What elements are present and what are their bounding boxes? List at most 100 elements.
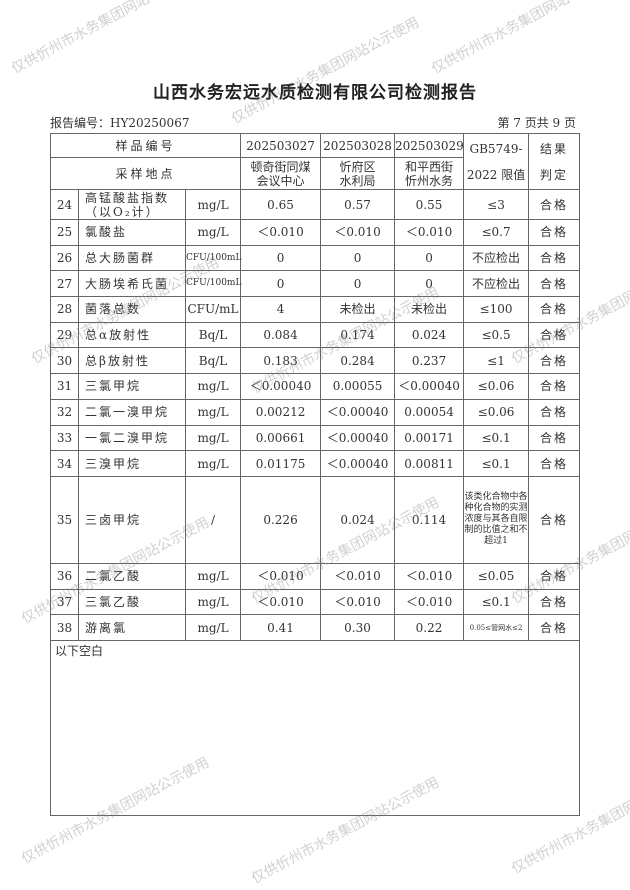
row-number: 24 <box>50 189 79 220</box>
item-name: 三卤甲烷 <box>78 475 186 564</box>
item-name: 二氯一溴甲烷 <box>78 398 186 426</box>
item-name: 高锰酸盐指数 （以O₂计） <box>78 189 186 220</box>
value: ＜0.00040 <box>320 398 396 426</box>
table-row: 31 三氯甲烷 mg/L ＜0.00040 0.00055 ＜0.00040 ≤0.06 合格 <box>50 373 581 400</box>
item-name: 总α放射性 <box>78 321 186 349</box>
value: ＜0.010 <box>394 562 465 590</box>
unit: mg/L <box>184 373 242 400</box>
limit: ≤0.7 <box>463 219 530 246</box>
value: 0 <box>240 270 322 298</box>
table-row: 37 三氯乙酸 mg/L ＜0.010 ＜0.010 ＜0.010 ≤0.1 合格 <box>50 588 581 616</box>
site-header: 采样地点 <box>49 157 242 190</box>
site-line: 顿奇街同煤 <box>250 159 311 174</box>
page-indicator: 第 7 页共 9 页 <box>497 116 576 130</box>
value: 0 <box>394 244 465 272</box>
row-number: 37 <box>50 588 79 616</box>
site-line: 忻府区 <box>339 159 376 174</box>
row-number: 30 <box>50 347 79 375</box>
watermark: 仅供忻州市水务集团网站公示使用 <box>9 0 202 78</box>
value: 0.22 <box>394 614 465 641</box>
value: ＜0.00040 <box>394 373 465 400</box>
limit-header-line: GB5749- <box>469 141 523 156</box>
unit: mg/L <box>184 614 242 641</box>
site: 忻府区 水利局 <box>320 157 396 190</box>
sample-no-header: 样品编号 <box>49 133 242 158</box>
unit: CFU/mL <box>184 296 242 323</box>
limit: 0.05≤管网水≤2 <box>463 614 530 641</box>
value: ＜0.00040 <box>320 424 396 452</box>
value: 0.30 <box>320 614 396 641</box>
table-row: 29 总α放射性 Bq/L 0.084 0.174 0.024 ≤0.5 合格 <box>50 321 581 349</box>
result: 合格 <box>528 450 581 477</box>
value: 0.024 <box>394 321 465 349</box>
value: 0.00811 <box>394 450 465 477</box>
unit: Bq/L <box>184 321 242 349</box>
limit: 不应检出 <box>463 244 530 272</box>
unit: mg/L <box>184 424 242 452</box>
value: ＜0.010 <box>394 588 465 616</box>
value: 0.00212 <box>240 398 322 426</box>
result: 合格 <box>528 244 581 272</box>
row-number: 27 <box>50 270 79 298</box>
item-name: 一氯二溴甲烷 <box>78 424 186 452</box>
sample-no: 202503029 <box>394 133 465 158</box>
row-number: 34 <box>50 450 79 477</box>
results-table: 样品编号 202503027 202503028 202503029 GB574… <box>49 133 581 816</box>
value: ＜0.010 <box>240 588 322 616</box>
limit: 该类化合物中各种化合物的实测浓度与其各自限制的比值之和不超过1 <box>463 475 530 564</box>
value: ＜0.010 <box>320 562 396 590</box>
unit: Bq/L <box>184 347 242 375</box>
value: ＜0.010 <box>320 588 396 616</box>
value: 0.57 <box>320 189 396 220</box>
limit: ≤3 <box>463 189 530 220</box>
value: 未检出 <box>394 296 465 323</box>
value: 未检出 <box>320 296 396 323</box>
watermark: 仅供忻州市水务集团网站公示使用 <box>429 0 622 78</box>
value: 0.084 <box>240 321 322 349</box>
value: 4 <box>240 296 322 323</box>
value: 0.226 <box>240 475 322 564</box>
row-number: 28 <box>50 296 79 323</box>
value: ＜0.010 <box>320 219 396 246</box>
result: 合格 <box>528 347 581 375</box>
result: 合格 <box>528 373 581 400</box>
result: 合格 <box>528 296 581 323</box>
site-line: 忻州水务 <box>405 173 454 188</box>
value: 0.024 <box>320 475 396 564</box>
site: 和平西街 忻州水务 <box>394 157 465 190</box>
limit-header: GB5749- 2022 限值 <box>463 133 530 190</box>
table-row: 24 高锰酸盐指数 （以O₂计） mg/L 0.65 0.57 0.55 ≤3 合格 <box>50 189 581 220</box>
row-number: 35 <box>50 475 79 564</box>
result: 合格 <box>528 424 581 452</box>
item-name-line: （以O₂计） <box>85 204 160 219</box>
row-number: 38 <box>50 614 79 641</box>
limit: ≤100 <box>463 296 530 323</box>
item-name: 三溴甲烷 <box>78 450 186 477</box>
blank-note: 以下空白 <box>49 639 581 816</box>
row-number: 26 <box>50 244 79 272</box>
unit: mg/L <box>184 450 242 477</box>
value: 0.00171 <box>394 424 465 452</box>
item-name: 三氯乙酸 <box>78 588 186 616</box>
site: 顿奇街同煤 会议中心 <box>240 157 322 190</box>
limit: ≤0.06 <box>463 373 530 400</box>
row-number: 33 <box>50 424 79 452</box>
sample-no: 202503028 <box>320 133 396 158</box>
limit-header-line: 2022 限值 <box>466 167 526 182</box>
value: ＜0.010 <box>240 562 322 590</box>
value: ＜0.010 <box>394 219 465 246</box>
value: 0.00054 <box>394 398 465 426</box>
unit: mg/L <box>184 219 242 246</box>
table-row: 26 总大肠菌群 CFU/100mL 0 0 0 不应检出 合格 <box>50 244 581 272</box>
value: 0.65 <box>240 189 322 220</box>
site-line: 和平西街 <box>405 159 454 174</box>
value: 0.174 <box>320 321 396 349</box>
result-header: 结果 判定 <box>528 133 581 190</box>
table-row: 30 总β放射性 Bq/L 0.183 0.284 0.237 ≤1 合格 <box>50 347 581 375</box>
result: 合格 <box>528 614 581 641</box>
unit: mg/L <box>184 189 242 220</box>
value: ＜0.00040 <box>320 450 396 477</box>
row-number: 29 <box>50 321 79 349</box>
value: 0.41 <box>240 614 322 641</box>
limit: ≤0.06 <box>463 398 530 426</box>
